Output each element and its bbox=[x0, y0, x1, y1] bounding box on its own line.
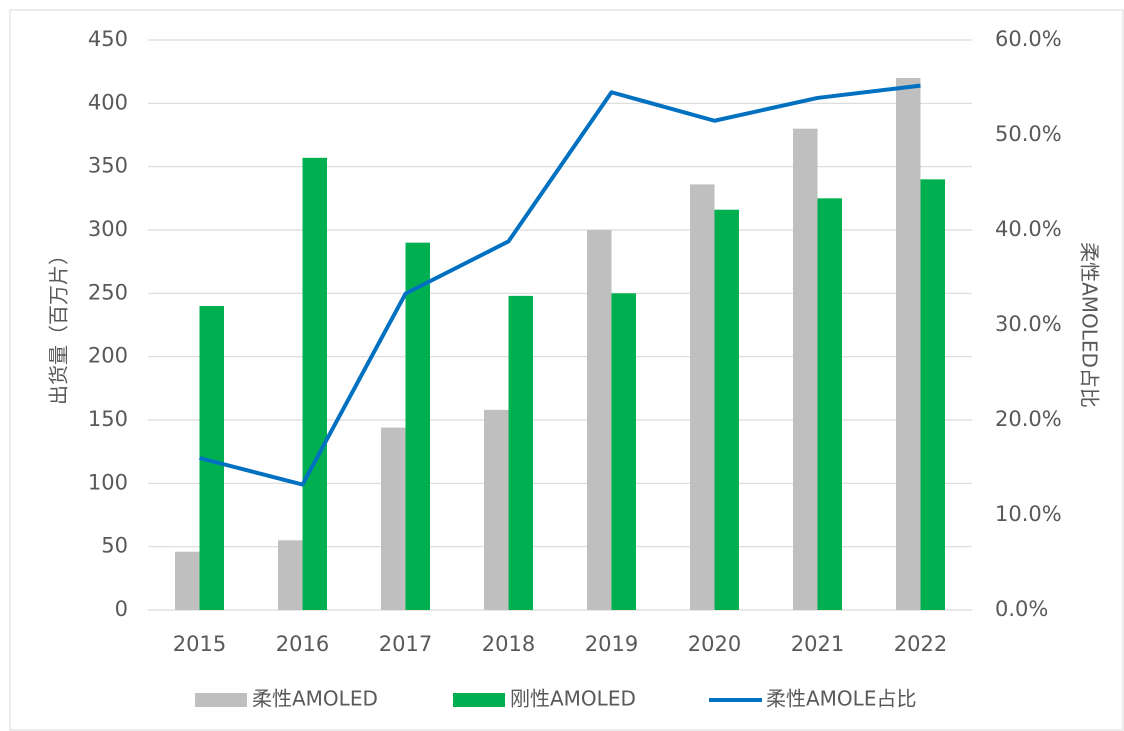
y2-tick-label: 10.0% bbox=[995, 502, 1062, 526]
legend-label: 柔性AMOLE占比 bbox=[766, 687, 916, 711]
y2-tick-label: 0.0% bbox=[995, 597, 1048, 621]
y2-tick-label: 30.0% bbox=[995, 312, 1062, 336]
bar bbox=[896, 78, 921, 610]
legend-swatch bbox=[453, 693, 505, 707]
bar bbox=[817, 198, 842, 611]
bar bbox=[714, 209, 739, 610]
x-tick-label: 2022 bbox=[894, 632, 947, 656]
bar bbox=[175, 551, 200, 610]
y-tick-label: 50 bbox=[101, 534, 128, 558]
bar bbox=[278, 540, 303, 610]
x-tick-label: 2020 bbox=[688, 632, 741, 656]
x-tick-label: 2021 bbox=[791, 632, 844, 656]
bar bbox=[793, 128, 818, 610]
chart-frame bbox=[9, 9, 1124, 731]
bar bbox=[920, 179, 945, 611]
y-tick-label: 400 bbox=[88, 90, 128, 114]
y2-axis-label: 柔性AMOLED占比 bbox=[1078, 242, 1102, 408]
legend-swatch bbox=[195, 693, 247, 707]
y-tick-label: 100 bbox=[88, 470, 128, 494]
legend-label: 刚性AMOLED bbox=[510, 687, 636, 711]
x-tick-label: 2018 bbox=[482, 632, 535, 656]
x-tick-label: 2016 bbox=[276, 632, 329, 656]
y2-tick-label: 20.0% bbox=[995, 407, 1062, 431]
y2-tick-label: 60.0% bbox=[995, 27, 1062, 51]
bar bbox=[381, 427, 406, 610]
bar bbox=[484, 409, 509, 610]
bar bbox=[587, 230, 612, 610]
x-tick-label: 2019 bbox=[585, 632, 638, 656]
y-tick-label: 350 bbox=[88, 154, 128, 178]
x-tick-label: 2015 bbox=[173, 632, 226, 656]
y-tick-label: 150 bbox=[88, 407, 128, 431]
y-tick-label: 0 bbox=[115, 597, 128, 621]
x-tick-label: 2017 bbox=[379, 632, 432, 656]
y2-tick-label: 50.0% bbox=[995, 122, 1062, 146]
bar bbox=[690, 184, 715, 610]
bar bbox=[611, 293, 636, 610]
bar bbox=[508, 295, 533, 610]
y-tick-label: 250 bbox=[88, 280, 128, 304]
y-axis-label: 出货量（百万片） bbox=[47, 245, 71, 405]
y-tick-label: 450 bbox=[88, 27, 128, 51]
bar bbox=[405, 242, 430, 610]
legend-label: 柔性AMOLED bbox=[252, 687, 378, 711]
y2-tick-label: 40.0% bbox=[995, 217, 1062, 241]
y-tick-label: 300 bbox=[88, 217, 128, 241]
y-tick-label: 200 bbox=[88, 344, 128, 368]
line bbox=[198, 83, 921, 487]
bar bbox=[302, 157, 327, 611]
